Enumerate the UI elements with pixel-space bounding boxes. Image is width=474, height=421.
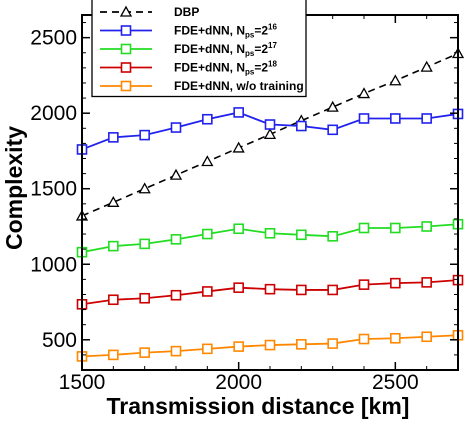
data-point [139,292,150,304]
x-tick-label: 2500 [372,371,419,394]
legend-label: FDE+dNN, w/o training [174,79,304,93]
y-tick-label: 1000 [30,253,77,276]
data-point [326,100,339,112]
data-point [108,240,119,252]
series-3 [76,274,464,310]
y-axis-title: Complexity [1,126,27,250]
legend-entry: FDE+dNN, Nps=217 [100,41,277,58]
legend-label: FDE+dNN, Nps=216 [174,23,277,40]
data-point [202,228,213,240]
data-point [421,113,432,124]
data-point [421,221,432,232]
data-point [139,129,150,141]
data-point [233,107,244,118]
data-point [170,289,182,301]
data-point [420,60,433,72]
data-point [201,155,214,167]
data-point [170,122,182,133]
legend-entry: FDE+dNN, w/o training [100,79,304,93]
x-tick-label: 2000 [215,371,262,394]
data-point [233,282,244,293]
data-point [357,87,371,99]
data-point [138,182,151,194]
data-point [202,343,213,355]
series-2 [76,218,464,258]
data-point [327,124,338,136]
y-tick-label: 500 [42,329,77,352]
data-point [233,223,244,235]
data-point [390,277,401,289]
series-4 [76,329,464,362]
data-point [139,347,150,358]
data-point [139,238,150,250]
legend-marker [120,25,132,36]
data-point [390,113,401,124]
data-point [170,234,182,245]
data-point [358,333,370,345]
legend-marker [119,5,133,17]
legend-entry: FDE+dNN, Nps=216 [100,23,277,40]
data-point [296,229,307,241]
data-point [202,286,213,297]
data-point [327,231,338,242]
data-point [296,339,307,350]
y-tick-label: 2000 [30,102,77,125]
legend-entry: FDE+dNN, Nps=218 [100,60,277,77]
data-point [264,283,276,295]
x-tick-label: 1500 [59,371,106,394]
legend-label: DBP [174,5,199,19]
data-point [327,338,338,349]
data-point [170,345,182,357]
data-point [108,132,119,143]
data-point [232,141,245,153]
legend-marker [120,62,132,73]
series-0 [75,47,465,221]
x-axis-title: Transmission distance [km] [107,393,410,419]
data-point [327,284,338,296]
data-point [296,120,307,132]
data-point [296,284,307,296]
data-point [108,349,119,361]
data-point [390,222,401,234]
legend-marker [120,43,132,55]
data-point [233,341,244,352]
data-point [263,128,277,139]
series-1 [76,107,464,155]
data-point [264,119,276,130]
legend-label: FDE+dNN, Nps=218 [174,60,277,77]
data-point [169,168,183,180]
data-point [202,113,213,125]
data-point [390,332,401,344]
data-point [108,294,119,306]
y-tick-label: 2500 [30,27,77,50]
data-point [358,279,370,290]
legend-entry: DBP [100,5,199,19]
y-tick-label: 1500 [30,178,77,201]
data-point [421,277,432,288]
axes: 1500 2000 2500 500 1000 1500 2000 2500 [30,14,459,394]
data-point [264,227,276,239]
data-point [264,339,276,351]
data-point [358,113,370,124]
data-point [389,74,402,86]
data-point [421,331,432,343]
legend-label: FDE+dNN, Nps=217 [174,41,277,58]
data-point [107,195,120,207]
legend-marker [120,80,132,92]
data-point [358,222,370,234]
